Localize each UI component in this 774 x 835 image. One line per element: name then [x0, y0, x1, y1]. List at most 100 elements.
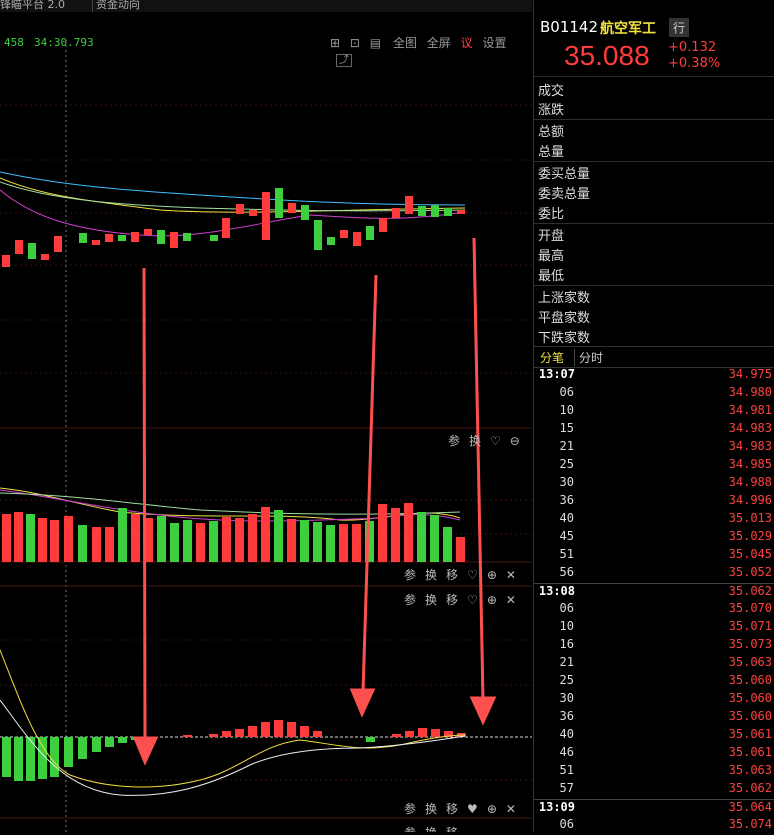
tick-price: 35.071: [728, 619, 772, 633]
label-change: 涨跌: [538, 103, 565, 118]
tick-time: 51: [559, 763, 574, 777]
heart-icon[interactable]: ♥: [467, 802, 478, 816]
annotation-arrows: [132, 237, 497, 766]
label-volume: 成交: [538, 84, 565, 99]
tick-list[interactable]: 13:07 34.975 06 34.980 10 34.981 15 34.983 21 34.…: [534, 367, 774, 832]
heart-icon[interactable]: ♡: [490, 434, 501, 448]
toolbar-icon-2[interactable]: ⊡: [349, 36, 360, 50]
industry-badge[interactable]: 行: [669, 18, 690, 37]
tick-price: 35.062: [728, 781, 772, 795]
tick-price: 35.013: [728, 511, 772, 525]
label-open: 开盘: [538, 229, 565, 244]
panel2-param-button[interactable]: 参: [404, 568, 417, 582]
zoom-icon[interactable]: ⊖: [509, 434, 520, 448]
label-low: 最低: [538, 269, 565, 284]
tick-row: 15 34.983: [534, 421, 774, 439]
tick-row: 13:09 35.064: [534, 799, 774, 818]
tick-price: 35.062: [728, 584, 772, 598]
panel3-param-button[interactable]: 参: [404, 593, 417, 607]
tick-time: 45: [559, 529, 574, 543]
toolbar-icon-1[interactable]: ⊞: [330, 36, 341, 50]
tick-time: 13:07: [538, 367, 575, 381]
tick-tabs: 分笔 分时: [534, 346, 774, 368]
tick-time: 10: [559, 403, 574, 417]
heart-icon[interactable]: ♡: [467, 568, 478, 582]
tick-time: 51: [559, 547, 574, 561]
stock-code: B01142: [540, 18, 599, 36]
close-icon[interactable]: ✕: [505, 568, 516, 582]
tick-price: 35.061: [728, 727, 772, 741]
divider: [534, 223, 774, 224]
panel3-move-button[interactable]: 移: [446, 593, 459, 607]
tick-time: 16: [559, 637, 574, 651]
close-icon[interactable]: ✕: [505, 802, 516, 816]
divider: [534, 119, 774, 120]
tick-time: 25: [559, 457, 574, 471]
tick-row: 45 35.029: [534, 529, 774, 547]
panel1-tools: 参换 ♡ ⊖: [448, 432, 529, 449]
tick-price: 35.073: [728, 637, 772, 651]
macd-bars: [2, 720, 466, 781]
chart-svg: [0, 40, 532, 832]
panel4-param-button[interactable]: 参: [404, 802, 417, 816]
divider: [534, 76, 774, 77]
toolbar-settings[interactable]: 设置: [482, 36, 507, 50]
chart-area[interactable]: 锋瞄平台 2.0 资金动向 458 34:30.793 ⊞ ⊡ ▤ 全图 全屏 …: [0, 0, 532, 832]
current-price: 35.088: [564, 40, 650, 71]
tick-price: 35.052: [728, 565, 772, 579]
tick-time: 36: [559, 709, 574, 723]
label-high: 最高: [538, 249, 565, 264]
panel5-param-button[interactable]: 参: [404, 826, 416, 832]
toolbar-icon-3[interactable]: ▤: [369, 36, 382, 50]
tab-tick-detail[interactable]: 分笔: [540, 351, 565, 365]
tick-price: 34.985: [728, 457, 772, 471]
tick-time: 30: [559, 475, 574, 489]
panel4-swap-button[interactable]: 换: [425, 802, 438, 816]
panel4-move-button[interactable]: 移: [446, 802, 459, 816]
tab-platform[interactable]: 锋瞄平台 2.0: [0, 0, 65, 11]
toolbar-fullchart[interactable]: 全图: [392, 36, 417, 50]
panel2-tools: 参换移 ♡ ⊕ ✕: [404, 566, 525, 583]
chart-toolbar: ⊞ ⊡ ▤ 全图 全屏 议 设置 ⤴: [330, 34, 532, 67]
volume-bars: [2, 503, 465, 562]
tab-timeshare[interactable]: 分时: [574, 349, 603, 366]
tick-time: 36: [559, 493, 574, 507]
close-icon[interactable]: ✕: [505, 593, 516, 607]
panel5-swap-button[interactable]: 换: [425, 826, 437, 832]
tick-price: 35.045: [728, 547, 772, 561]
zoom-in-icon[interactable]: ⊕: [486, 593, 497, 607]
panel5-move-button[interactable]: 移: [446, 826, 458, 832]
panel2-swap-button[interactable]: 换: [425, 568, 438, 582]
label-amount: 总额: [538, 125, 565, 140]
panel2-move-button[interactable]: 移: [446, 568, 459, 582]
tick-row: 46 35.061: [534, 745, 774, 763]
tick-row: 10 35.071: [534, 619, 774, 637]
top-tab-bar: [0, 0, 532, 12]
tick-price: 34.980: [728, 385, 772, 399]
tick-price: 34.981: [728, 403, 772, 417]
divider: [534, 161, 774, 162]
tab-fund-flow[interactable]: 资金动向: [92, 0, 140, 12]
tick-row: 30 35.060: [534, 691, 774, 709]
heart-icon[interactable]: ♡: [467, 593, 478, 607]
tick-row: 36 34.996: [534, 493, 774, 511]
panel1-swap-button[interactable]: 换: [469, 434, 482, 448]
tick-row: 13:07 34.975: [534, 367, 774, 385]
label-bid-total: 委买总量: [538, 167, 591, 182]
zoom-in-icon[interactable]: ⊕: [486, 802, 497, 816]
tick-row: 40 35.013: [534, 511, 774, 529]
toolbar-fullscreen[interactable]: 全屏: [426, 36, 451, 50]
panel1-param-button[interactable]: 参: [448, 434, 461, 448]
panel3-swap-button[interactable]: 换: [425, 593, 438, 607]
tick-time: 46: [559, 745, 574, 759]
toolbar-marker-icon[interactable]: 议: [460, 36, 473, 50]
tick-row: 13:08 35.062: [534, 583, 774, 602]
tick-time: 25: [559, 673, 574, 687]
tick-row: 51 35.045: [534, 547, 774, 565]
toolbar-expand-icon[interactable]: ⤴: [336, 54, 352, 67]
tick-time: 13:09: [538, 800, 575, 814]
tick-row: 06 35.070: [534, 601, 774, 619]
label-advancers: 上涨家数: [538, 291, 591, 306]
zoom-in-icon[interactable]: ⊕: [486, 568, 497, 582]
tick-time: 30: [559, 691, 574, 705]
